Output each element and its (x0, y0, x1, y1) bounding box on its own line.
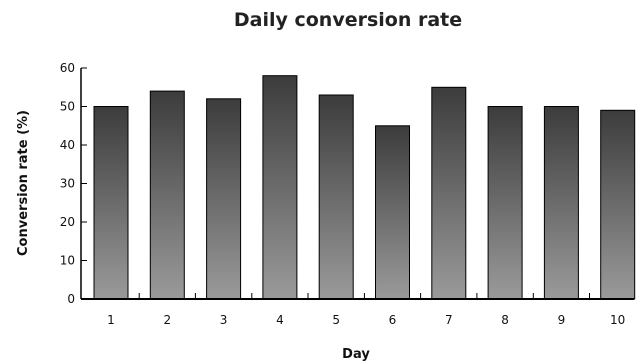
x-tick-label-5: 5 (332, 313, 340, 327)
bar-day-7 (431, 86, 467, 300)
bars-group (93, 75, 636, 300)
x-ticks-group: 1 2 3 4 5 6 7 8 9 10 (107, 313, 625, 327)
x-axis-label: Day (342, 347, 370, 362)
x-tick-label-9: 9 (558, 313, 566, 327)
x-tick-label-8: 8 (501, 313, 509, 327)
x-tick-label-4: 4 (276, 313, 284, 327)
y-tick-label-30: 30 (60, 177, 75, 191)
x-tick-label-2: 2 (163, 313, 171, 327)
x-tick-label-10: 10 (610, 313, 625, 327)
y-tick-label-0: 0 (67, 292, 75, 306)
bar-day-10 (600, 109, 636, 300)
x-tick-label-1: 1 (107, 313, 115, 327)
y-axis-label: Conversion rate (%) (16, 110, 31, 256)
chart-title: Daily conversion rate (234, 9, 462, 31)
bar-day-6 (375, 125, 410, 300)
bar-day-2 (149, 90, 185, 300)
bar-day-5 (318, 94, 354, 300)
y-tick-label-10: 10 (60, 254, 75, 268)
y-tick-label-50: 50 (60, 100, 75, 114)
bar-day-9 (543, 106, 579, 300)
y-ticks-group: 0 10 20 30 40 50 60 (60, 61, 87, 306)
y-tick-label-20: 20 (60, 215, 75, 229)
x-tick-label-7: 7 (445, 313, 453, 327)
x-tick-label-3: 3 (220, 313, 228, 327)
bar-day-8 (487, 106, 523, 300)
y-tick-label-60: 60 (60, 61, 75, 75)
y-tick-label-40: 40 (60, 138, 75, 152)
x-tick-label-6: 6 (389, 313, 397, 327)
bar-day-1 (93, 106, 129, 300)
bar-day-3 (206, 98, 242, 300)
bar-day-4 (262, 75, 298, 300)
